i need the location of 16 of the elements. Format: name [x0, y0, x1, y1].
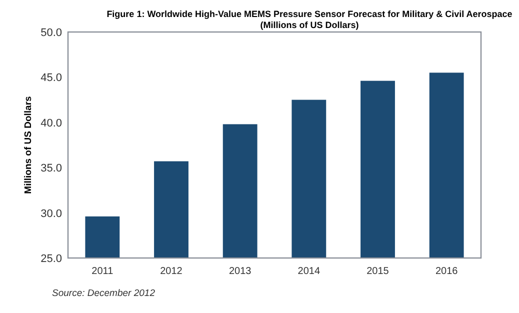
- y-tick-label: 40.0: [40, 117, 62, 130]
- y-tick-label: 50.0: [40, 27, 62, 39]
- y-tick-label: 25.0: [40, 253, 62, 265]
- chart-title: Figure 1: Worldwide High-Value MEMS Pressure Sensor Forecast for Military & Civil Aerospace: [106, 9, 512, 19]
- x-tick-label: 2016: [435, 266, 458, 277]
- x-tick-label: 2015: [366, 266, 390, 277]
- x-tick-label: 2011: [92, 266, 114, 277]
- source-note: Source: December 2012: [52, 288, 156, 299]
- y-tick-label: 45.0: [40, 72, 62, 84]
- y-tick-label: 30.0: [40, 208, 62, 220]
- x-tick-label: 2013: [228, 266, 252, 277]
- y-axis-title: Millions of US Dollars: [23, 96, 34, 194]
- x-tick-label: 2014: [298, 266, 320, 277]
- y-tick-label: 35.0: [40, 162, 62, 175]
- chart-subtitle: (Millions of US Dollars): [260, 20, 359, 30]
- x-tick-label: 2012: [160, 266, 183, 277]
